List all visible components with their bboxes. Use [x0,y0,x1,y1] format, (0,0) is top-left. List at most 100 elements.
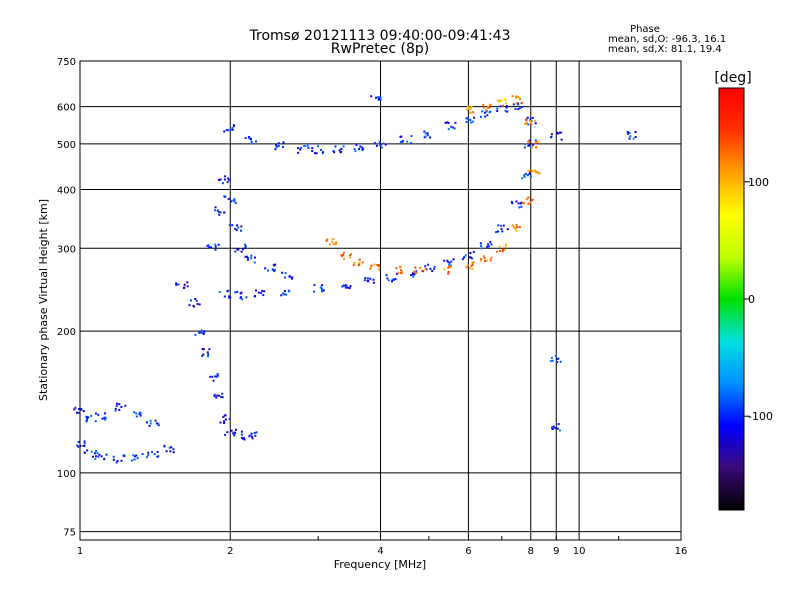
chart-subtitle: RwPretec (8p) [331,41,429,57]
echo-point [224,175,227,178]
echo-point [358,258,361,261]
echo-point [230,429,233,432]
echo-point [214,206,217,209]
echo-point [634,131,637,134]
echo-point [364,276,367,279]
echo-point [450,125,453,128]
echo-point [120,405,123,408]
echo-point [359,145,362,148]
echo-point [241,298,244,301]
echo-point [342,145,345,148]
x-tick-label: 4 [377,546,383,557]
echo-point [277,142,280,145]
echo-point [503,98,506,101]
echo-point [346,286,349,289]
echo-point [506,228,509,231]
echo-point [350,253,353,256]
echo-point [141,453,144,456]
echo-point [334,243,337,246]
echo-point [115,461,118,464]
echo-point [515,200,518,203]
echo-point [511,224,514,227]
echo-point [148,424,151,427]
echo-point [281,146,284,149]
echo-point [527,196,530,199]
echo-point [320,149,323,152]
echo-point [344,286,347,289]
echo-point [367,280,370,283]
echo-point [551,426,554,429]
echo-point [200,329,203,332]
echo-point [300,146,303,149]
echo-point [271,268,274,271]
echo-point [505,106,508,109]
echo-point [146,456,149,459]
echo-point [448,264,451,267]
echo-point [247,136,250,139]
x-tick-label: 10 [573,546,586,557]
echo-point [504,109,507,112]
echo-point [195,299,198,302]
echo-point [281,271,284,274]
echo-point [483,106,486,109]
echo-point [255,289,258,292]
echo-point [83,440,86,443]
echo-point [313,290,316,293]
echo-point [326,238,329,241]
echo-point [431,270,434,273]
echo-point [425,268,428,271]
echo-point [297,151,300,154]
x-tick-label: 1 [77,546,83,557]
echo-point [534,142,537,145]
echo-point [277,144,280,147]
echo-point [514,227,517,230]
echo-point [452,258,455,261]
echo-point [240,430,243,433]
echo-point [537,140,540,143]
echo-point [527,123,530,126]
echo-point [231,128,234,131]
echo-point [556,358,559,361]
echo-point [77,445,80,448]
echo-point [557,357,560,360]
echo-point [147,451,150,454]
echo-point [153,453,156,456]
echo-point [498,245,501,248]
echo-point [155,422,158,425]
echo-point [465,108,468,111]
echo-point [91,455,94,458]
echo-point [446,121,449,124]
echo-point [78,408,81,411]
echo-point [496,99,499,102]
echo-point [468,107,471,110]
plot-area: 1 2 4 6 8 9 10 16 75 100 200 300 400 500 600 750 [57,57,687,557]
echo-point [400,135,403,138]
echo-point [275,145,278,148]
echo-point [214,375,217,378]
echo-point [221,392,224,395]
echo-point [320,288,323,291]
echo-point [227,129,230,132]
echo-point [484,260,487,263]
echo-point [100,455,103,458]
echo-point [169,450,172,453]
echo-point [232,199,235,202]
echo-point [552,425,555,428]
echo-point [83,442,86,445]
echo-point [311,150,314,153]
echo-point [250,432,253,435]
echo-point [473,116,476,119]
echo-point [465,120,468,123]
echo-point [628,137,631,140]
echo-point [528,139,531,142]
echo-point [244,246,247,249]
echo-point [208,348,211,351]
echo-point [226,177,229,180]
echo-point [244,245,247,248]
echo-point [483,256,486,259]
echo-point [333,151,336,154]
echo-point [488,111,491,114]
echo-point [343,257,346,260]
echo-point [530,120,533,123]
echo-point [376,264,379,267]
